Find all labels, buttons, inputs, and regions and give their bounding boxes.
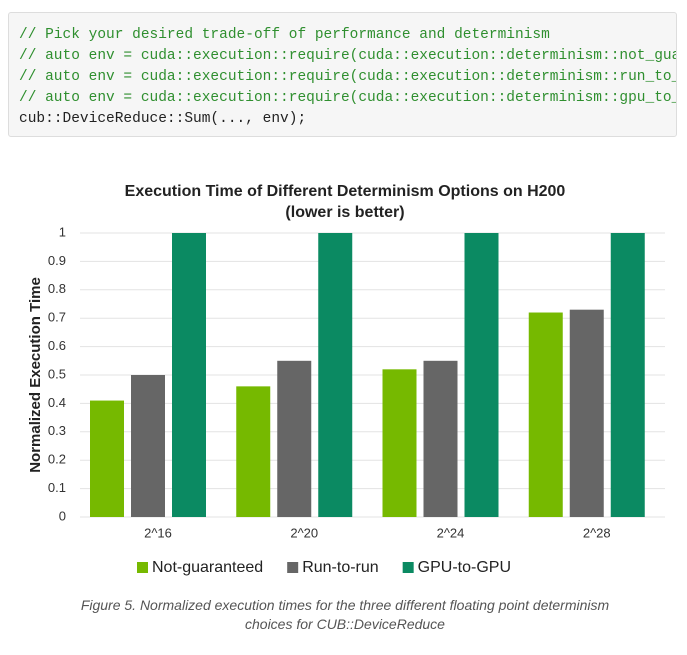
code-line: cub::DeviceReduce::Sum(..., env); xyxy=(19,111,307,127)
bar xyxy=(236,386,271,517)
code-line: // auto env = cuda::execution::require(c… xyxy=(19,48,677,64)
code-line: // Pick your desired trade-off of perfor… xyxy=(19,27,550,43)
y-tick-label: 0.9 xyxy=(48,253,66,268)
y-tick-label: 0.3 xyxy=(48,423,66,438)
chart-title: Execution Time of Different Determinism … xyxy=(125,183,566,200)
chart-subtitle: (lower is better) xyxy=(285,204,404,221)
bar xyxy=(318,233,353,517)
bar xyxy=(528,312,563,517)
bar xyxy=(90,400,124,517)
y-axis-label: Normalized Execution Time xyxy=(27,277,44,473)
legend-swatch xyxy=(137,562,148,573)
chart: Execution Time of Different Determinism … xyxy=(27,183,665,576)
y-tick-label: 0.6 xyxy=(48,338,66,353)
legend-swatch xyxy=(402,562,414,573)
y-tick-label: 0.5 xyxy=(48,366,66,381)
legend-label: Run-to-run xyxy=(302,559,378,576)
caption: Figure 5. Normalized execution times for… xyxy=(80,597,610,632)
bar xyxy=(277,360,312,517)
bar xyxy=(423,360,458,517)
x-tick-label: 2^16 xyxy=(144,525,172,540)
y-tick-label: 0 xyxy=(59,508,66,523)
legend-label: GPU-to-GPU xyxy=(418,559,511,576)
code-line: // auto env = cuda::execution::require(c… xyxy=(19,90,677,106)
y-tick-label: 0.7 xyxy=(48,310,66,325)
bar xyxy=(569,309,604,517)
bar xyxy=(464,233,499,517)
y-tick-label: 0.4 xyxy=(48,395,66,410)
code-line: // auto env = cuda::execution::require(c… xyxy=(19,69,677,85)
y-tick-label: 0.1 xyxy=(48,480,66,495)
bar xyxy=(172,233,206,517)
legend-label: Not-guaranteed xyxy=(152,559,263,576)
y-tick-label: 0.8 xyxy=(48,281,66,296)
x-tick-label: 2^20 xyxy=(290,525,318,540)
y-tick-label: 0.2 xyxy=(48,452,66,467)
y-tick-label: 1 xyxy=(59,224,66,239)
legend-swatch xyxy=(287,562,299,573)
code-block: // Pick your desired trade-off of perfor… xyxy=(8,12,677,137)
bar xyxy=(610,233,645,517)
bar xyxy=(382,369,417,517)
bar xyxy=(131,375,165,517)
x-tick-label: 2^24 xyxy=(437,525,465,540)
x-tick-label: 2^28 xyxy=(583,525,611,540)
